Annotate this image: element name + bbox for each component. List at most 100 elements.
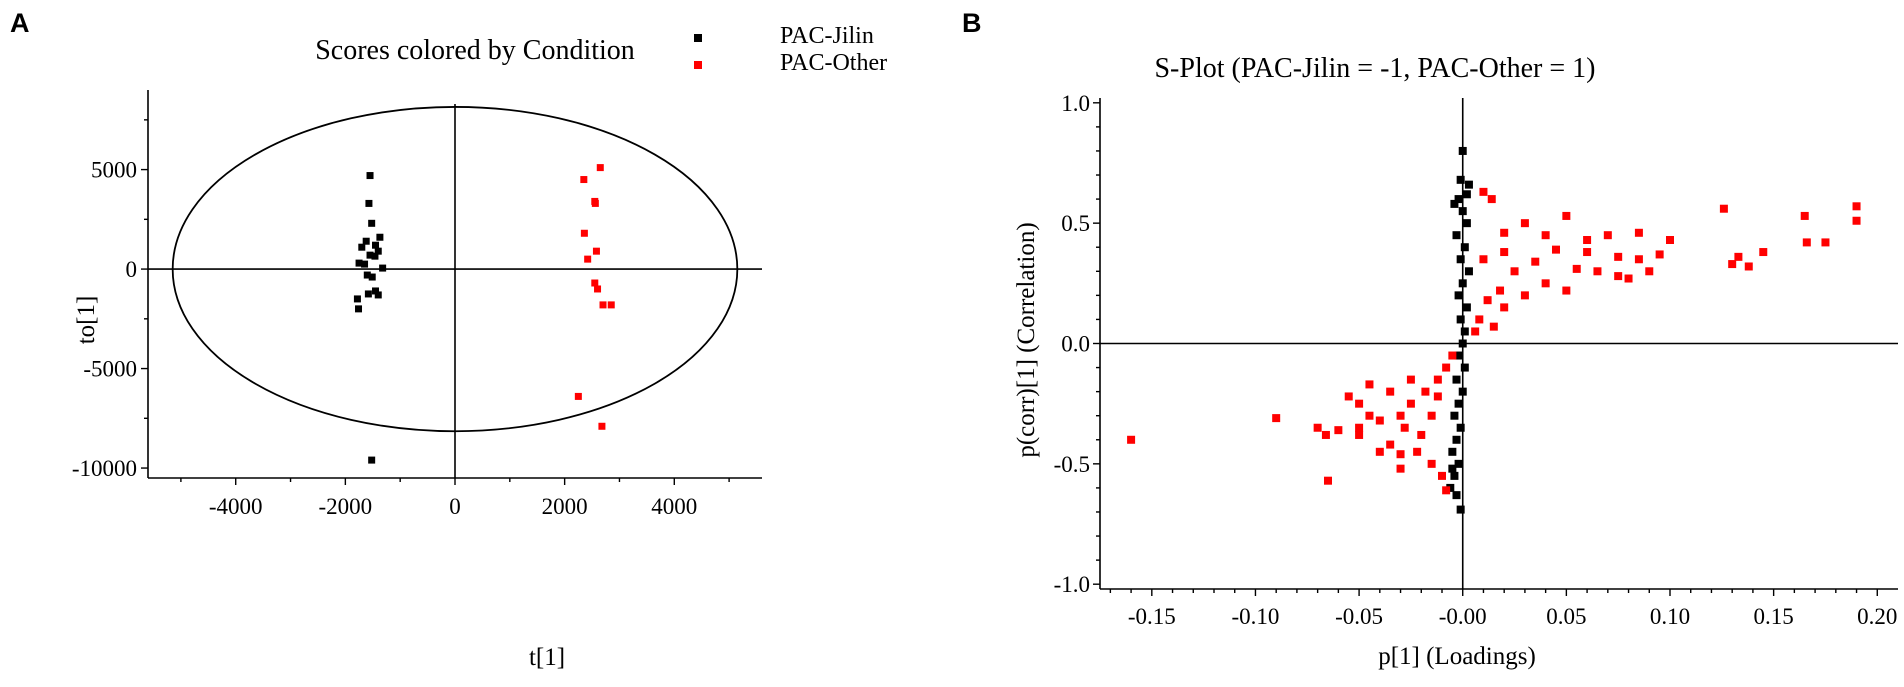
panel-b-point-significant (1479, 255, 1488, 264)
panel-a-point-pac-jilin (372, 241, 380, 249)
panel-b-point-not-significant (1452, 231, 1461, 240)
panel-b-x-tick-label: 0.15 (1754, 604, 1794, 629)
panel-b-x-tick-label: -0.10 (1231, 604, 1279, 629)
panel-b-x-tick-label: -0.05 (1335, 604, 1383, 629)
panel-a-point-pac-jilin (372, 287, 380, 295)
panel-a-point-pac-jilin (379, 264, 387, 272)
panel-b-point-not-significant (1460, 363, 1469, 372)
panel-b-point-significant (1552, 245, 1560, 254)
panel-b-point-significant (1375, 416, 1384, 425)
panel-b-point-significant (1802, 238, 1811, 247)
panel-a-point-pac-other (591, 199, 599, 207)
panel-b-point-significant (1572, 264, 1581, 273)
panel-b-s-plot: B S-Plot (PAC-Jilin = -1, PAC-Other = 1)… (962, 8, 1898, 670)
panel-b-point-not-significant (1450, 471, 1459, 480)
panel-b-point-not-significant (1458, 279, 1467, 288)
panel-a-point-pac-other (591, 279, 599, 287)
panel-b-point-not-significant (1454, 291, 1463, 300)
panel-a-point-pac-jilin (353, 295, 361, 303)
panel-b-point-significant (1603, 231, 1612, 240)
panel-a-point-pac-jilin (368, 456, 376, 464)
panel-b-point-significant (1324, 476, 1332, 485)
panel-b-point-significant (1852, 216, 1861, 225)
panel-b-point-significant (1442, 363, 1451, 372)
panel-b-point-significant (1487, 195, 1496, 204)
panel-b-point-significant (1614, 252, 1623, 261)
panel-b-point-significant (1500, 248, 1509, 257)
panel-b-point-significant (1634, 255, 1643, 264)
panel-a-point-pac-jilin (363, 271, 371, 279)
panel-b-point-significant (1365, 380, 1374, 389)
panel-a-point-pac-other (584, 255, 592, 263)
panel-b-point-significant (1744, 262, 1753, 271)
panel-b-point-not-significant (1454, 195, 1463, 204)
panel-a-legend-label-pac-jilin: PAC-Jilin (780, 23, 874, 49)
panel-b-point-not-significant (1454, 351, 1463, 360)
panel-b-x-axis-label: p[1] (Loadings) (1378, 643, 1536, 670)
panel-b-point-significant (1438, 471, 1446, 480)
panel-a-point-pac-jilin (371, 252, 379, 260)
panel-b-y-tick-label: 1.0 (1061, 91, 1090, 116)
panel-a-point-pac-jilin (362, 237, 370, 245)
panel-b-point-significant (1483, 296, 1492, 305)
panel-a-point-pac-other (594, 285, 602, 293)
panel-b-point-significant (1593, 267, 1602, 276)
panel-b-point-significant (1427, 459, 1436, 468)
panel-a-point-pac-other (580, 229, 588, 237)
panel-b-point-significant (1396, 464, 1405, 473)
panel-b-point-significant (1624, 274, 1633, 283)
panel-b-plot-area: -0.15 -0.10 -0.05 -0.00 0.05 0.10 0.15 0.20 1.0 0… (1054, 91, 1898, 629)
panel-b-point-significant (1562, 286, 1571, 295)
panel-b-point-significant (1583, 248, 1592, 257)
panel-a-point-pac-other (592, 247, 600, 255)
panel-b-point-not-significant (1462, 303, 1471, 312)
panel-a-point-pac-jilin (368, 273, 376, 281)
panel-b-point-significant (1413, 447, 1422, 456)
panel-b-point-significant (1759, 248, 1768, 257)
panel-b-point-not-significant (1452, 435, 1461, 444)
panel-a-x-tick-label: -4000 (209, 494, 263, 519)
panel-b-point-significant (1400, 423, 1409, 432)
panel-a-x-tick-label: -2000 (319, 494, 373, 519)
panel-a-point-pac-jilin (364, 290, 372, 298)
panel-a-point-pac-jilin (358, 243, 366, 251)
panel-b-point-significant (1541, 231, 1550, 240)
panel-b-point-not-significant (1452, 375, 1461, 384)
panel-b-point-significant (1655, 250, 1664, 259)
panel-b-point-not-significant (1458, 146, 1467, 155)
panel-a-legend-marker-pac-jilin (694, 34, 702, 42)
panel-b-point-not-significant (1456, 423, 1465, 432)
panel-a-point-pac-other (596, 164, 604, 172)
panel-b-point-not-significant (1450, 411, 1459, 420)
panel-b-point-significant (1421, 387, 1430, 396)
panel-b-x-tick-label: 0.05 (1546, 604, 1586, 629)
panel-b-point-not-significant (1454, 399, 1463, 408)
panel-b-x-tick-label: -0.15 (1128, 604, 1176, 629)
panel-b-point-significant (1321, 430, 1330, 439)
panel-b-point-significant (1355, 430, 1364, 439)
panel-b-point-not-significant (1460, 327, 1469, 336)
panel-a-x-axis-label: t[1] (529, 644, 565, 671)
panel-a-point-pac-jilin (374, 291, 382, 299)
panel-b-point-significant (1433, 375, 1442, 384)
panel-b-point-significant (1386, 440, 1395, 449)
panel-b-point-not-significant (1448, 464, 1457, 473)
panel-a-point-pac-jilin (374, 247, 382, 255)
panel-b-point-significant (1127, 435, 1136, 444)
panel-b-point-significant (1417, 430, 1426, 439)
panel-b-point-not-significant (1448, 447, 1457, 456)
panel-a-y-tick-label: 0 (126, 257, 138, 282)
panel-a-y-tick-label: -10000 (72, 456, 137, 481)
panel-b-point-not-significant (1456, 315, 1465, 324)
panel-b-title: S-Plot (PAC-Jilin = -1, PAC-Other = 1) (1154, 53, 1595, 84)
panel-a-point-pac-other (574, 392, 582, 400)
panel-a-y-tick-label: 5000 (91, 158, 137, 183)
panel-a-point-pac-other (598, 422, 606, 430)
panel-b-point-significant (1734, 252, 1743, 261)
panel-b-point-significant (1386, 387, 1395, 396)
panel-b-point-significant (1448, 351, 1457, 360)
panel-b-point-not-significant (1450, 199, 1459, 208)
panel-a-point-pac-jilin (355, 305, 363, 313)
